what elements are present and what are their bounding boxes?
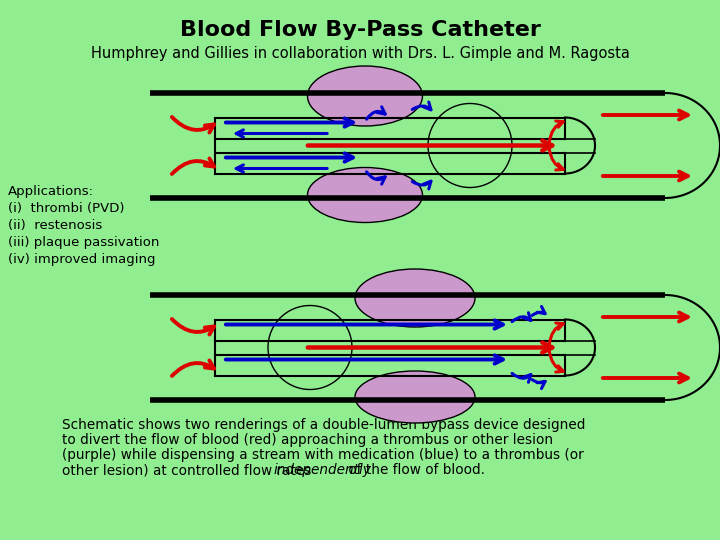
Ellipse shape [355,269,475,327]
Text: independently: independently [274,463,372,477]
Text: Blood Flow By-Pass Catheter: Blood Flow By-Pass Catheter [179,20,541,40]
Text: of the flow of blood.: of the flow of blood. [344,463,485,477]
Text: Humphrey and Gillies in collaboration with Drs. L. Gimple and M. Ragosta: Humphrey and Gillies in collaboration wi… [91,46,629,61]
Ellipse shape [307,66,423,126]
Text: Schematic shows two renderings of a double-lumen bypass device designed: Schematic shows two renderings of a doub… [62,418,585,432]
Ellipse shape [355,371,475,423]
Text: other lesion) at controlled flow rates: other lesion) at controlled flow rates [62,463,316,477]
Ellipse shape [307,167,423,222]
Text: to divert the flow of blood (red) approaching a thrombus or other lesion: to divert the flow of blood (red) approa… [62,433,553,447]
Text: Applications:
(i)  thrombi (PVD)
(ii)  restenosis
(iii) plaque passivation
(iv) : Applications: (i) thrombi (PVD) (ii) res… [8,185,159,266]
Text: (purple) while dispensing a stream with medication (blue) to a thrombus (or: (purple) while dispensing a stream with … [62,448,584,462]
